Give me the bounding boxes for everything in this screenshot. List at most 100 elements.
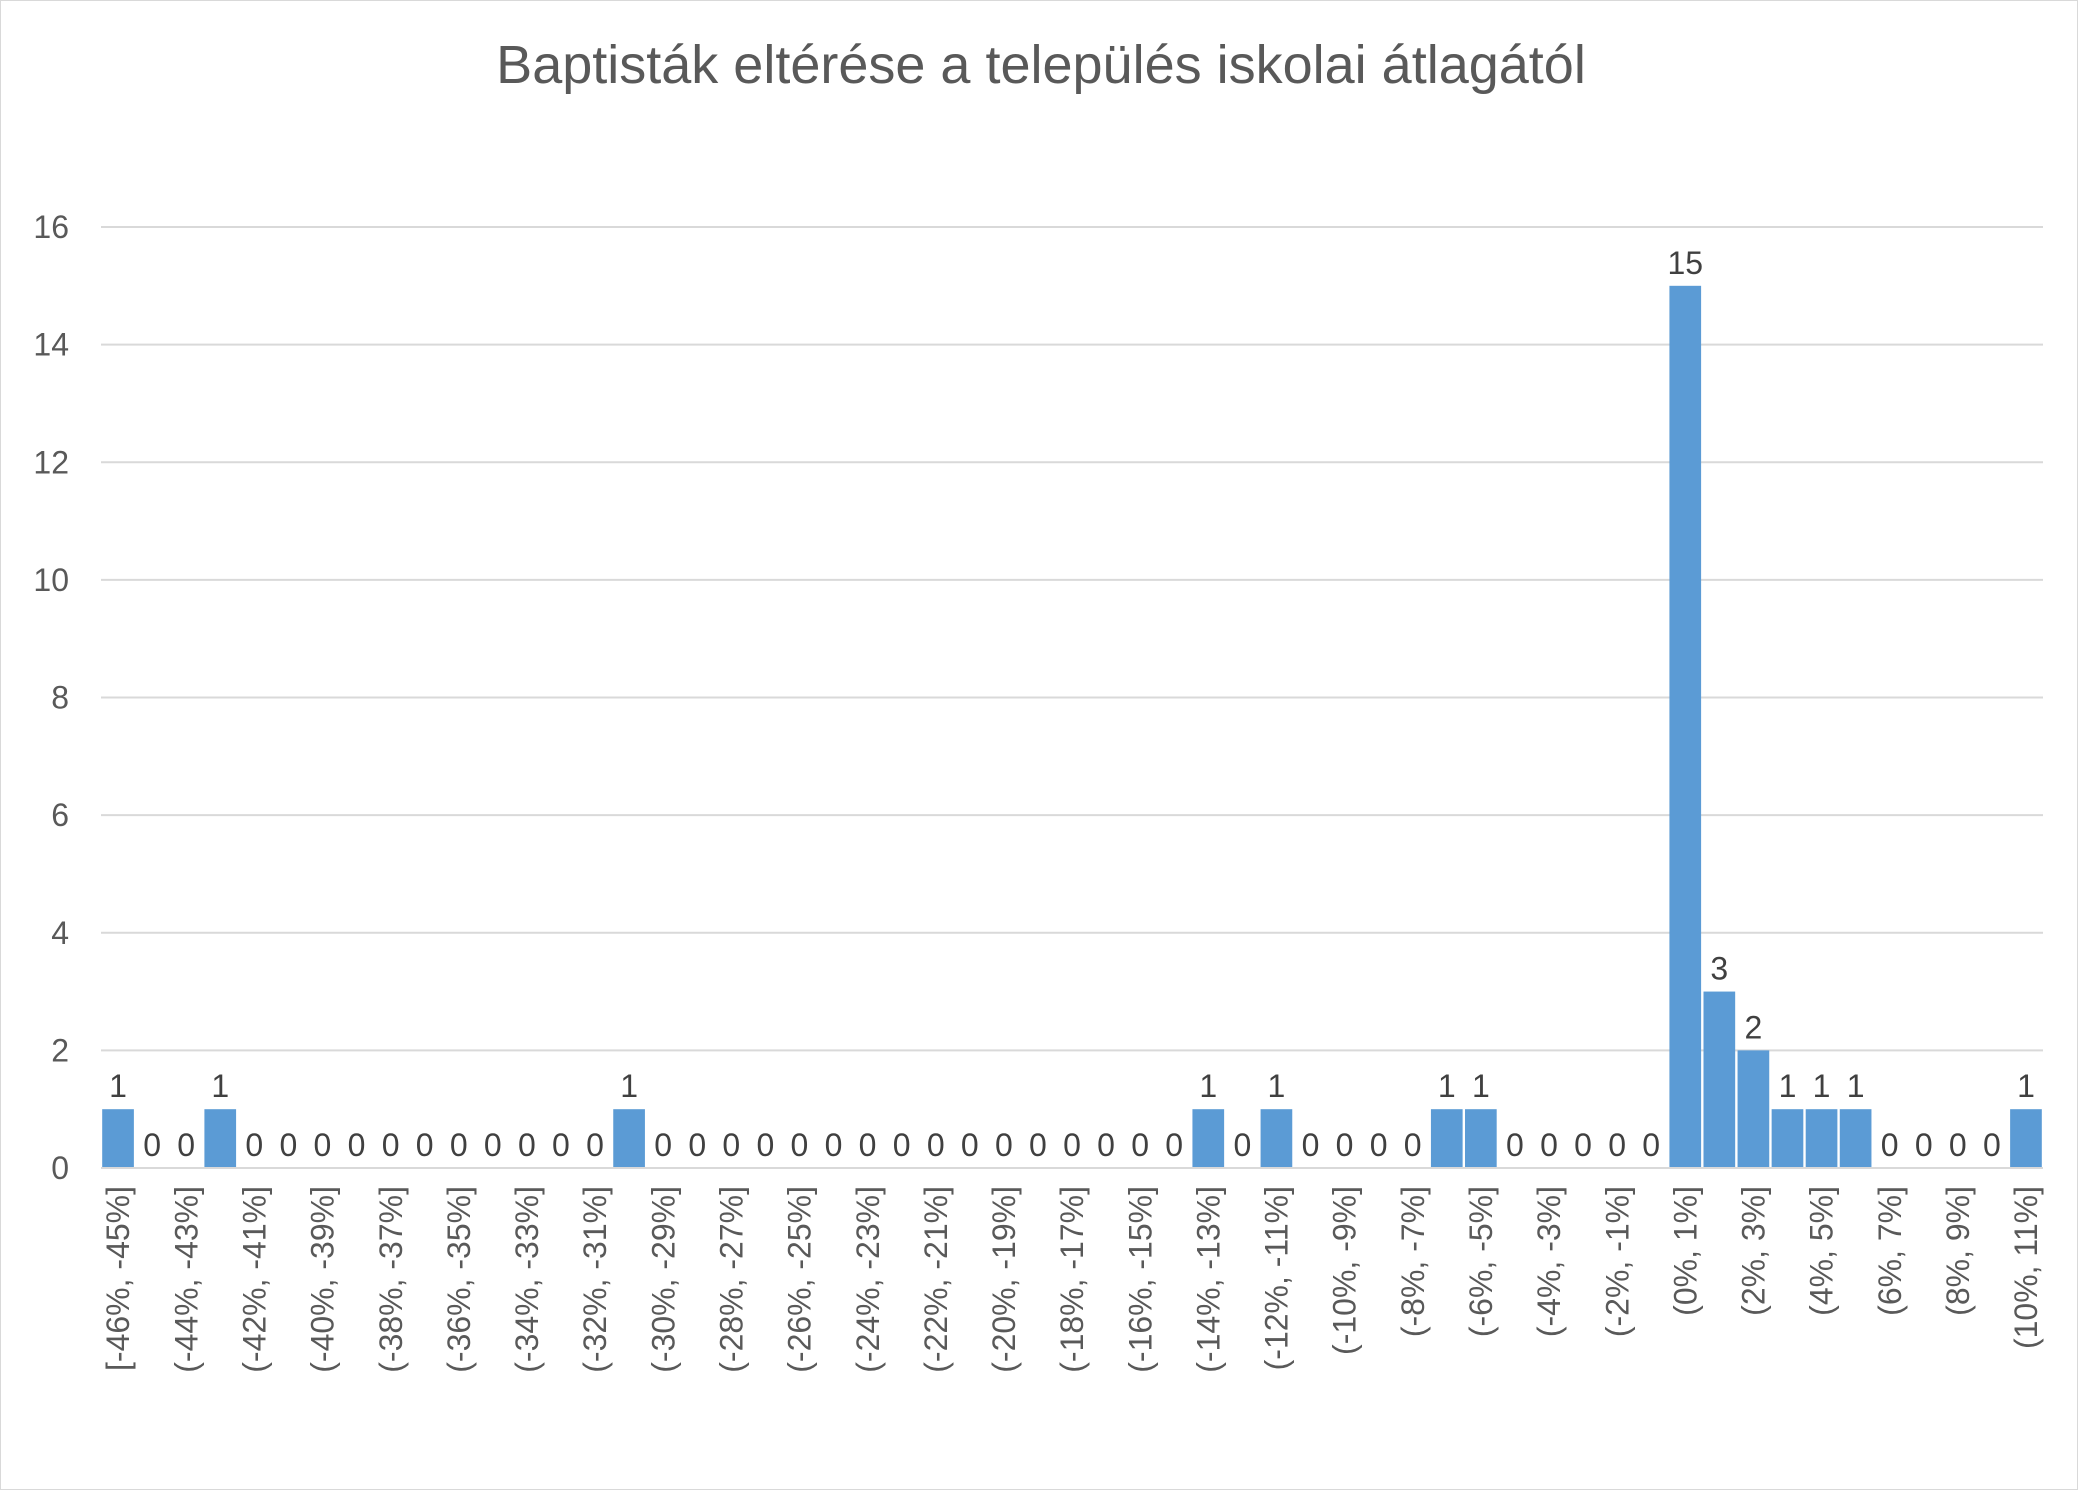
bar	[1464, 1109, 1497, 1168]
x-tick-label: (-2%, -1%]	[1599, 1186, 1635, 1337]
data-label: 0	[1165, 1127, 1183, 1163]
data-label: 1	[2017, 1068, 2035, 1104]
bars	[102, 285, 2042, 1168]
data-label: 0	[722, 1127, 740, 1163]
bar	[613, 1109, 645, 1168]
x-tick-label: (-10%, -9%]	[1327, 1186, 1363, 1355]
data-label: 0	[756, 1127, 774, 1163]
data-label: 0	[654, 1127, 672, 1163]
x-tick-label: [-46%, -45%]	[100, 1186, 136, 1371]
data-label: 0	[1404, 1127, 1422, 1163]
data-label: 0	[859, 1127, 877, 1163]
data-label: 0	[1233, 1127, 1251, 1163]
data-label: 1	[109, 1068, 127, 1104]
data-label: 0	[1506, 1127, 1524, 1163]
x-tick-label: (-20%, -19%]	[986, 1186, 1022, 1373]
x-tick-label: (-38%, -37%]	[373, 1186, 409, 1373]
y-tick-label: 6	[51, 797, 69, 833]
x-tick-label: (-24%, -23%]	[850, 1186, 886, 1373]
chart-title: Baptisták eltérése a település iskolai á…	[496, 35, 1586, 95]
bar	[1669, 285, 1702, 1168]
data-label: 0	[279, 1127, 297, 1163]
y-tick-label: 4	[51, 915, 69, 951]
x-tick-label: (-42%, -41%]	[237, 1186, 273, 1373]
data-label: 1	[620, 1068, 638, 1104]
bar	[1805, 1109, 1838, 1168]
data-label: 0	[1915, 1127, 1933, 1163]
x-tick-label: (-8%, -7%]	[1395, 1186, 1431, 1337]
x-tick-label: (-30%, -29%]	[645, 1186, 681, 1373]
x-tick-label: (-40%, -39%]	[305, 1186, 341, 1373]
x-tick-label: (-32%, -31%]	[577, 1186, 613, 1373]
data-label: 0	[314, 1127, 332, 1163]
x-tick-label: (-34%, -33%]	[509, 1186, 545, 1373]
data-label: 0	[1949, 1127, 1967, 1163]
data-label: 0	[1097, 1127, 1115, 1163]
data-label: 0	[1131, 1127, 1149, 1163]
data-label: 0	[1574, 1127, 1592, 1163]
data-label: 3	[1710, 951, 1728, 987]
data-label: 2	[1745, 1009, 1763, 1045]
gridlines	[101, 226, 2043, 1169]
bar	[1737, 1050, 1770, 1168]
data-label: 0	[1983, 1127, 2001, 1163]
data-label: 1	[1199, 1068, 1217, 1104]
data-label: 0	[688, 1127, 706, 1163]
bar	[1430, 1109, 1463, 1168]
y-tick-label: 8	[51, 680, 69, 716]
data-label: 1	[1438, 1068, 1456, 1104]
x-tick-label: (-18%, -17%]	[1054, 1186, 1090, 1373]
x-tick-label: (-16%, -15%]	[1122, 1186, 1158, 1373]
data-label: 0	[1336, 1127, 1354, 1163]
data-label: 0	[382, 1127, 400, 1163]
x-tick-label: (-12%, -11%]	[1259, 1186, 1295, 1370]
data-label: 0	[143, 1127, 161, 1163]
x-tick-label: (-44%, -43%]	[168, 1186, 204, 1373]
y-tick-label: 16	[33, 209, 69, 245]
data-label: 0	[484, 1127, 502, 1163]
x-tick-label: (2%, 3%]	[1736, 1186, 1772, 1316]
data-label: 0	[552, 1127, 570, 1163]
data-label: 1	[1813, 1068, 1831, 1104]
x-tick-label: (10%, 11%]	[2008, 1186, 2044, 1349]
x-tick-label: (6%, 7%]	[1872, 1186, 1908, 1316]
bar	[1771, 1109, 1804, 1168]
data-label: 0	[961, 1127, 979, 1163]
y-tick-label: 0	[51, 1150, 69, 1186]
bar	[2010, 1109, 2042, 1168]
data-label: 0	[348, 1127, 366, 1163]
data-label: 0	[1540, 1127, 1558, 1163]
data-label: 0	[1302, 1127, 1320, 1163]
bar	[102, 1109, 134, 1168]
y-axis: 0 2 4 6 8 10 12 14 16	[33, 209, 69, 1186]
data-label: 0	[1029, 1127, 1047, 1163]
y-tick-label: 10	[33, 562, 69, 598]
data-label: 0	[1608, 1127, 1626, 1163]
x-tick-label: (-14%, -13%]	[1190, 1186, 1226, 1373]
data-label: 0	[586, 1127, 604, 1163]
y-tick-label: 2	[51, 1032, 69, 1068]
x-tick-label: (8%, 9%]	[1940, 1186, 1976, 1316]
data-label: 0	[1642, 1127, 1660, 1163]
data-label: 0	[1063, 1127, 1081, 1163]
bar	[1703, 991, 1736, 1168]
y-tick-label: 12	[33, 444, 69, 480]
bar	[1192, 1109, 1225, 1168]
x-axis: [-46%, -45%] (-44%, -43%] (-42%, -41%] (-40…	[100, 1167, 2044, 1373]
x-tick-label: (-6%, -5%]	[1463, 1186, 1499, 1337]
x-tick-label: (0%, 1%]	[1667, 1186, 1703, 1316]
data-label: 1	[1847, 1068, 1865, 1104]
x-tick-label: (-36%, -35%]	[441, 1186, 477, 1373]
data-label: 0	[791, 1127, 809, 1163]
data-label: 1	[1472, 1068, 1490, 1104]
data-label: 0	[416, 1127, 434, 1163]
data-label: 0	[1370, 1127, 1388, 1163]
data-label: 1	[1779, 1068, 1797, 1104]
data-label: 0	[518, 1127, 536, 1163]
x-tick-label: (-4%, -3%]	[1531, 1186, 1567, 1337]
data-label: 0	[177, 1127, 195, 1163]
x-tick-label: (-28%, -27%]	[713, 1186, 749, 1373]
x-tick-label: (4%, 5%]	[1804, 1186, 1840, 1316]
